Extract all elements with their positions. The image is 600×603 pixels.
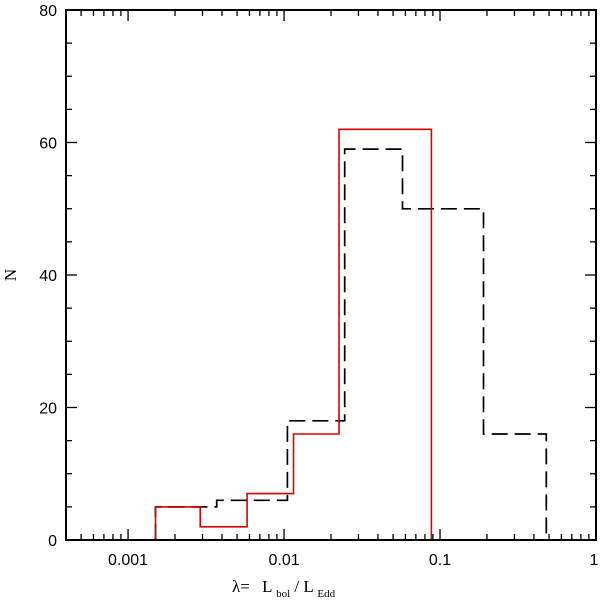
x-axis-title: λ= L bol / L Edd	[232, 577, 336, 601]
x-tick-label: 1	[590, 552, 599, 569]
y-tick-label: 0	[48, 533, 57, 550]
x-axis-title-den-sub: Edd	[317, 588, 335, 600]
x-axis-title-num: L	[262, 577, 272, 596]
plot-frame	[65, 9, 597, 541]
ticks-layer: 0 20 40 60 80 0.001 0.01 0.1 1	[39, 3, 598, 569]
x-axis-title-num-sub: bol	[276, 588, 290, 600]
y-tick-label: 40	[39, 268, 57, 285]
x-axis-title-den: L	[303, 577, 313, 596]
x-tick-label: 0.1	[429, 552, 451, 569]
y-axis-title: N	[1, 269, 20, 281]
x-tick-label: 0.01	[268, 552, 299, 569]
series-line-dashed	[154, 148, 548, 540]
series-line-solid	[154, 128, 433, 540]
y-tick-label: 80	[39, 3, 57, 20]
x-axis-title-slash: /	[294, 577, 299, 596]
x-axis-title-prefix: λ=	[232, 577, 250, 596]
y-tick-label: 60	[39, 136, 57, 153]
series-layer	[154, 128, 548, 540]
x-tick-label: 0.001	[108, 552, 148, 569]
y-tick-label: 20	[39, 401, 57, 418]
